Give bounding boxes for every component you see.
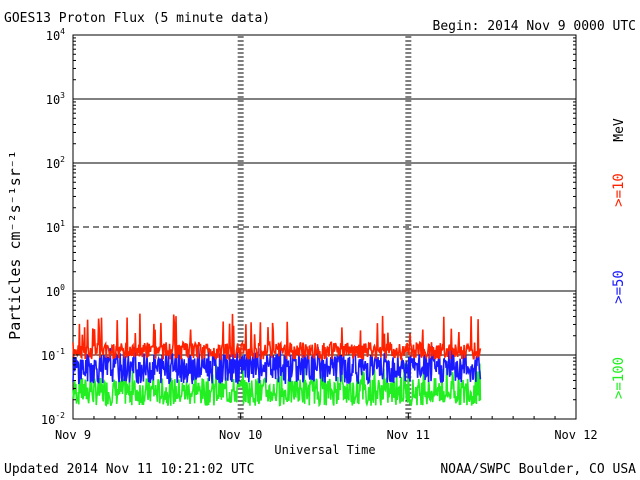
y-tick-label: 10-2 (41, 411, 65, 427)
y-tick-base: 10 (41, 349, 55, 363)
series-line-ge100 (72, 363, 482, 408)
series-line-ge10 (72, 313, 482, 362)
y-tick-exponent: 4 (60, 27, 65, 36)
y-axis-label: Particles cm⁻²s⁻¹sr⁻¹ (6, 150, 24, 340)
y-tick-exponent: 0 (60, 283, 65, 292)
legend-ge100: >=100 (611, 357, 627, 399)
chart-title: GOES13 Proton Flux (5 minute data) (4, 11, 270, 26)
y-tick-label: 104 (46, 27, 65, 43)
x-tick-label: Nov 9 (55, 428, 91, 442)
y-tick-base: 10 (41, 413, 55, 427)
y-tick-exponent: 3 (60, 91, 65, 100)
y-tick-base: 10 (46, 285, 60, 299)
y-tick-label: 100 (46, 283, 65, 299)
series-layer (72, 313, 482, 408)
begin-time: Begin: 2014 Nov 9 0000 UTC (433, 19, 637, 34)
y-tick-exponent: 1 (60, 219, 65, 228)
x-tick-label: Nov 12 (554, 428, 597, 442)
y-tick-base: 10 (46, 93, 60, 107)
legend-ge50: >=50 (611, 270, 627, 304)
series-line-ge50 (72, 345, 482, 385)
y-tick-base: 10 (46, 29, 60, 43)
legend-unit: MeV (612, 118, 627, 142)
legend-ge10: >=10 (611, 173, 627, 207)
y-tick-label: 102 (46, 155, 65, 171)
y-tick-base: 10 (46, 157, 60, 171)
x-axis-label: Universal Time (274, 443, 375, 457)
gridlines (73, 36, 576, 418)
y-tick-label: 103 (46, 91, 65, 107)
y-tick-base: 10 (46, 221, 60, 235)
y-tick-label: 10-1 (41, 347, 65, 363)
y-tick-exponent: 2 (60, 155, 65, 164)
x-axis: Nov 9 Nov 10 Nov 11 Nov 12 (55, 413, 598, 442)
updated-time: Updated 2014 Nov 11 10:21:02 UTC (4, 462, 254, 477)
y-tick-exponent: -2 (55, 411, 65, 420)
y-tick-label: 101 (46, 219, 65, 235)
y-tick-exponent: -1 (55, 347, 65, 356)
x-tick-label: Nov 10 (219, 428, 262, 442)
source-credit: NOAA/SWPC Boulder, CO USA (440, 462, 636, 477)
x-tick-label: Nov 11 (387, 428, 430, 442)
